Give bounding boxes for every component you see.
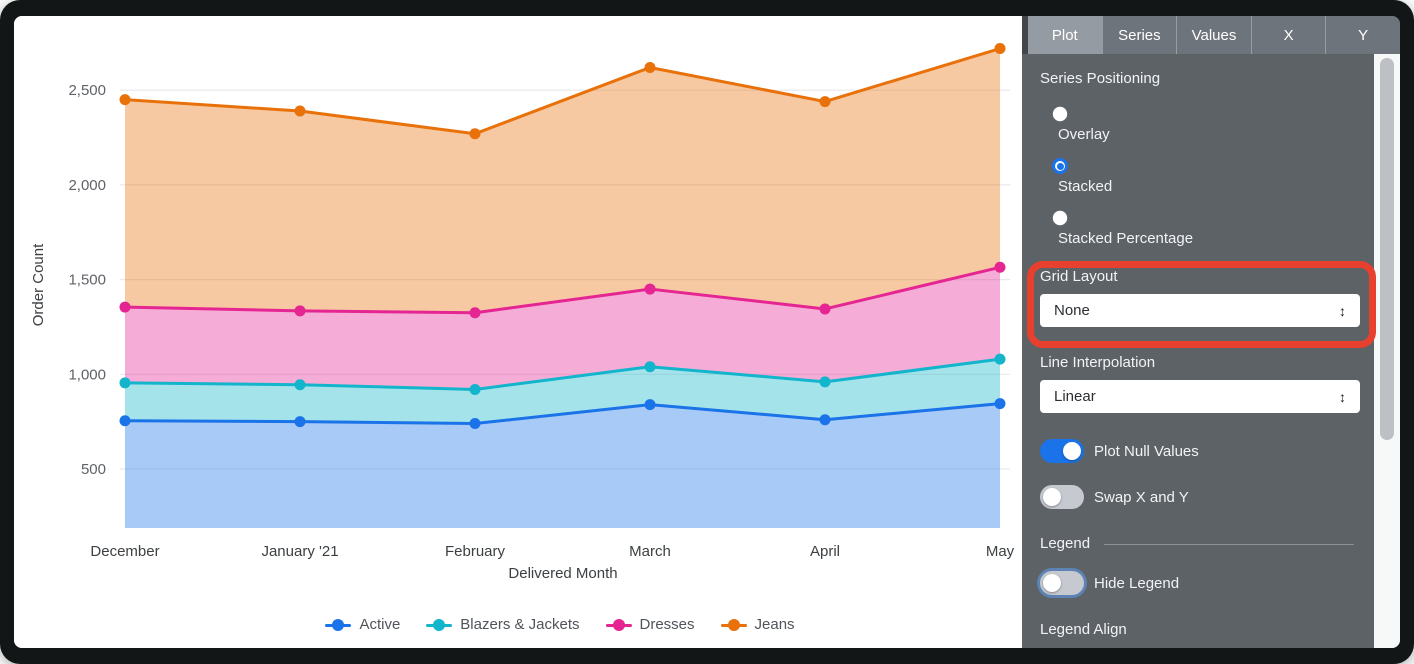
- radio-option-stacked[interactable]: Stacked: [1052, 158, 1360, 196]
- panel-body: Series Positioning Overlay Stacked Stacked…: [1022, 54, 1374, 648]
- hide-legend-row: Hide Legend: [1040, 571, 1360, 595]
- series-positioning-radios: Overlay Stacked Stacked Percentage: [1040, 106, 1360, 248]
- tab-series[interactable]: Series: [1101, 16, 1177, 54]
- line-interpolation-value: Linear: [1054, 388, 1096, 405]
- svg-text:March: March: [629, 543, 671, 560]
- panel-scrollbar-thumb[interactable]: [1380, 58, 1394, 440]
- svg-text:1,500: 1,500: [68, 272, 106, 289]
- updown-arrows-icon: ↕: [1339, 388, 1346, 405]
- svg-text:Delivered Month: Delivered Month: [508, 565, 617, 582]
- svg-text:2,500: 2,500: [68, 82, 106, 99]
- radio-option-label: Overlay: [1058, 126, 1110, 143]
- svg-text:May: May: [986, 543, 1015, 560]
- radio-option-stacked-percentage[interactable]: Stacked Percentage: [1052, 210, 1360, 248]
- svg-text:500: 500: [81, 461, 106, 478]
- svg-text:2,000: 2,000: [68, 177, 106, 194]
- chart-area: 500 1,000 1,500 2,000 2,500 December January '…: [14, 16, 1022, 648]
- svg-text:January '21: January '21: [261, 543, 338, 560]
- radio-option-label: Stacked Percentage: [1058, 230, 1194, 247]
- plot-null-values-toggle[interactable]: [1040, 439, 1084, 463]
- svg-text:December: December: [90, 543, 159, 560]
- panel-scrollbar-track[interactable]: [1374, 54, 1400, 648]
- svg-text:1,000: 1,000: [68, 366, 106, 383]
- chart-legend: Active Blazers & Jackets Dresses Jeans: [110, 616, 1010, 633]
- toggle-knob: [1043, 574, 1061, 592]
- legend-item-dresses[interactable]: Dresses: [605, 616, 695, 633]
- tab-bar: Plot Series Values X Y: [1022, 16, 1400, 54]
- radio-checked-icon[interactable]: [1052, 158, 1068, 174]
- legend-marker-icon: [325, 618, 352, 631]
- svg-text:April: April: [810, 543, 840, 560]
- grid-layout-label: Grid Layout: [1040, 268, 1118, 285]
- hide-legend-toggle[interactable]: [1040, 571, 1084, 595]
- tab-y[interactable]: Y: [1325, 16, 1400, 54]
- legend-align-label: Legend Align: [1040, 621, 1127, 638]
- legend-label: Active: [359, 616, 401, 633]
- legend-section-header: Legend: [1040, 535, 1360, 553]
- legend-section-title: Legend: [1040, 535, 1091, 552]
- radio-option-overlay[interactable]: Overlay: [1052, 106, 1360, 144]
- legend-marker-icon: [720, 618, 747, 631]
- window-content: 500 1,000 1,500 2,000 2,500 December January '…: [14, 16, 1400, 648]
- legend-label: Blazers & Jackets: [460, 616, 580, 633]
- updown-arrows-icon: ↕: [1339, 302, 1346, 319]
- swap-x-and-y-row: Swap X and Y: [1040, 485, 1360, 509]
- radio-unchecked-icon[interactable]: [1052, 210, 1068, 226]
- section-divider: [1104, 543, 1354, 545]
- legend-marker-icon: [426, 618, 453, 631]
- radio-unchecked-icon[interactable]: [1052, 106, 1068, 122]
- series-positioning-label: Series Positioning: [1040, 70, 1161, 87]
- legend-marker-icon: [605, 618, 632, 631]
- svg-text:Order Count: Order Count: [30, 243, 47, 326]
- legend-label: Dresses: [639, 616, 695, 633]
- radio-option-label: Stacked: [1058, 178, 1113, 195]
- tab-x[interactable]: X: [1250, 16, 1326, 54]
- legend-item-jeans[interactable]: Jeans: [720, 616, 795, 633]
- legend-item-blazers-jackets[interactable]: Blazers & Jackets: [426, 616, 580, 633]
- toggle-knob: [1043, 488, 1061, 506]
- plot-null-values-row: Plot Null Values: [1040, 439, 1360, 463]
- tab-values[interactable]: Values: [1176, 16, 1251, 54]
- line-interpolation-select[interactable]: Linear ↕: [1040, 380, 1360, 413]
- plot-null-values-label: Plot Null Values: [1094, 442, 1199, 460]
- chart-svg: 500 1,000 1,500 2,000 2,500 December January '…: [30, 43, 1015, 582]
- grid-layout-select[interactable]: None ↕: [1040, 294, 1360, 327]
- swap-x-and-y-label: Swap X and Y: [1094, 488, 1189, 506]
- hide-legend-label: Hide Legend: [1094, 574, 1180, 592]
- legend-label: Jeans: [754, 616, 795, 633]
- line-interpolation-label: Line Interpolation: [1040, 354, 1156, 371]
- svg-text:February: February: [445, 543, 506, 560]
- grid-layout-value: None: [1054, 302, 1090, 319]
- swap-x-and-y-toggle[interactable]: [1040, 485, 1084, 509]
- toggle-knob: [1063, 442, 1081, 460]
- legend-item-active[interactable]: Active: [325, 616, 400, 633]
- tab-plot[interactable]: Plot: [1028, 16, 1102, 54]
- settings-panel: Plot Series Values X Y Series Positioning Ov…: [1022, 16, 1400, 648]
